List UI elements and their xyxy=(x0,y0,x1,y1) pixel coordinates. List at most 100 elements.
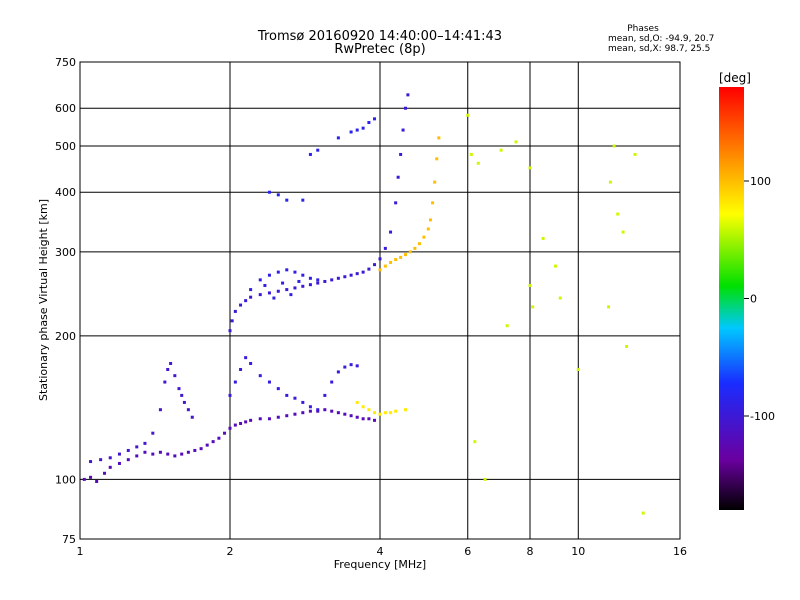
data-point xyxy=(281,281,285,285)
data-point xyxy=(399,152,403,156)
data-point xyxy=(355,272,359,276)
data-point xyxy=(82,477,86,481)
data-point xyxy=(293,270,297,274)
colorbar-tick-label: 0 xyxy=(750,293,757,306)
data-point xyxy=(173,454,177,458)
data-point xyxy=(108,465,112,469)
data-point xyxy=(361,270,365,274)
data-point xyxy=(435,157,439,161)
data-point xyxy=(422,235,426,239)
data-point xyxy=(336,411,340,415)
data-point xyxy=(230,319,234,323)
data-point xyxy=(367,121,371,125)
data-point xyxy=(514,140,518,144)
data-point xyxy=(180,452,184,456)
stats-o: mean, sd,O: -94.9, 20.7 xyxy=(608,34,714,44)
data-point xyxy=(151,452,155,456)
data-point xyxy=(343,412,347,416)
data-point xyxy=(258,374,262,378)
data-point xyxy=(228,426,232,430)
data-point xyxy=(361,126,365,130)
data-point xyxy=(285,414,289,418)
y-tick-label: 750 xyxy=(55,56,76,69)
data-point xyxy=(431,201,435,205)
y-tick-label: 600 xyxy=(55,102,76,115)
data-point xyxy=(103,471,107,475)
data-point xyxy=(413,246,417,250)
data-point xyxy=(169,361,173,365)
data-point xyxy=(399,255,403,259)
x-tick-label: 6 xyxy=(464,545,471,558)
data-point xyxy=(466,113,470,117)
data-point xyxy=(239,367,243,371)
data-point xyxy=(621,230,625,234)
data-point xyxy=(276,289,280,293)
data-point xyxy=(361,417,365,421)
data-point xyxy=(249,295,253,299)
data-point xyxy=(343,275,347,279)
data-point xyxy=(301,198,305,202)
data-point xyxy=(408,250,412,254)
data-point xyxy=(396,175,400,179)
x-axis-label: Frequency [MHz] xyxy=(334,558,426,571)
data-point xyxy=(367,408,371,412)
data-point xyxy=(173,374,177,378)
data-point xyxy=(403,253,407,257)
x-tick-label: 4 xyxy=(377,545,384,558)
data-point xyxy=(249,288,253,292)
data-point xyxy=(301,284,305,288)
data-point xyxy=(389,230,393,234)
y-axis-label: Stationary phase Virtual Height [km] xyxy=(37,199,50,401)
data-point xyxy=(276,415,280,419)
data-point xyxy=(394,258,398,262)
data-point xyxy=(389,411,393,415)
data-point xyxy=(417,242,421,246)
data-point xyxy=(276,387,280,391)
data-point xyxy=(301,273,305,277)
x-tick-label: 2 xyxy=(227,545,234,558)
data-point xyxy=(373,418,377,422)
data-point xyxy=(355,128,359,132)
y-tick-label: 75 xyxy=(62,533,76,546)
data-point xyxy=(223,431,227,435)
chart-title: Tromsø 20160920 14:40:00–14:41:43 xyxy=(257,29,502,44)
data-point xyxy=(373,263,377,267)
data-point xyxy=(330,278,334,282)
data-point xyxy=(378,412,382,416)
data-point xyxy=(336,276,340,280)
data-point xyxy=(89,460,93,464)
data-point xyxy=(349,273,353,277)
data-point xyxy=(289,293,293,297)
data-point xyxy=(228,329,232,333)
data-point xyxy=(316,148,320,152)
data-point xyxy=(355,364,359,368)
data-point xyxy=(285,198,289,202)
y-axis-ticks: 75 100 200 300 400 500 600 750 xyxy=(55,56,76,546)
data-point xyxy=(553,264,557,268)
data-point xyxy=(135,445,139,449)
data-point xyxy=(308,152,312,156)
data-point xyxy=(378,268,382,272)
data-point xyxy=(394,201,398,205)
data-point xyxy=(244,420,248,424)
data-point xyxy=(389,260,393,264)
data-point xyxy=(343,365,347,369)
data-point xyxy=(267,273,271,277)
data-point xyxy=(394,409,398,413)
data-point xyxy=(166,367,170,371)
y-tick-label: 300 xyxy=(55,246,76,259)
data-point xyxy=(531,305,535,309)
y-tick-label: 200 xyxy=(55,330,76,343)
data-point xyxy=(217,436,221,440)
data-point xyxy=(373,411,377,415)
data-point xyxy=(158,408,162,412)
data-point xyxy=(361,405,365,409)
x-tick-label: 16 xyxy=(673,545,687,558)
data-point xyxy=(186,408,190,412)
data-point xyxy=(633,152,637,156)
colorbar-tick-label: -100 xyxy=(750,410,775,423)
data-point xyxy=(199,447,203,451)
data-point xyxy=(323,279,327,283)
data-point xyxy=(505,324,509,328)
data-point xyxy=(293,286,297,290)
